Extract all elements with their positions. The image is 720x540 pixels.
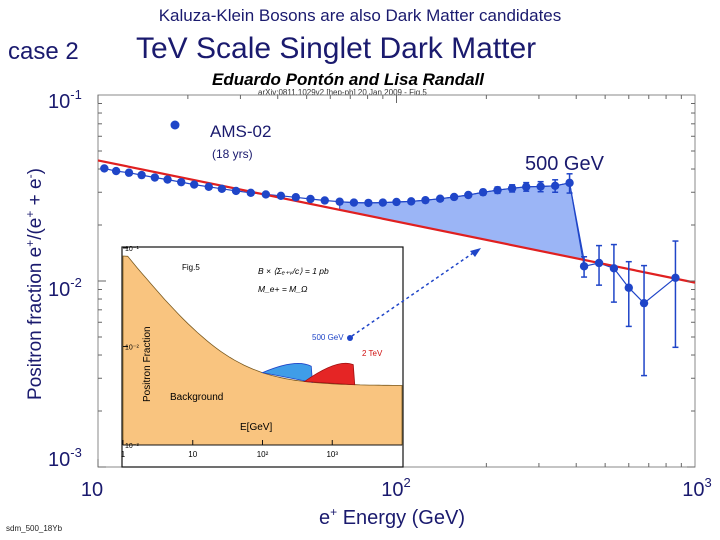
legend-label: AMS-02 (210, 122, 271, 141)
data-point (579, 262, 589, 271)
data-point (137, 170, 146, 180)
inset-y-label: Positron Fraction (142, 326, 153, 402)
data-point (163, 175, 172, 184)
inset-500gev-bump (261, 363, 313, 383)
data-point (536, 182, 545, 191)
inset-fig-label: Fig.5 (182, 263, 200, 272)
inset-2tev-bump (303, 362, 356, 386)
x-tick-label: 102 (381, 475, 410, 501)
inset-x-tick-label: 10³ (326, 450, 338, 459)
legend-marker (170, 120, 180, 130)
data-point (464, 190, 473, 200)
inset-x-tick-label: 10² (257, 450, 269, 459)
x-axis-label: e+ Energy (GeV) (319, 505, 465, 529)
data-point (335, 197, 344, 206)
signal-curve (104, 167, 676, 305)
y-tick-label: 10-2 (48, 275, 82, 301)
data-point (435, 194, 445, 203)
inset-formula-1: B × ⟨Σₑ₊ᵥ/c⟩ = 1 pb (258, 266, 329, 276)
data-point (565, 178, 574, 188)
inset-figure: 1 10 10² 10³ 10⁻¹ 10⁻² 10⁻³ Fig.5 B × ⟨Σₑ₊ᵥ/c⟩… (121, 246, 404, 468)
inset-background-label: Background (170, 392, 223, 403)
data-point (217, 184, 227, 194)
x-tick-label: 103 (682, 475, 711, 501)
pointer-arrow-head (470, 248, 481, 257)
x-tick-label: 10 (81, 479, 103, 501)
inset-2tev-label: 2 TeV (362, 349, 383, 358)
data-point (349, 198, 359, 207)
inset-formula-2: M_e+ = M_Ω (258, 284, 308, 294)
slide-top-title: Kaluza-Klein Bosons are also Dark Matter… (158, 6, 562, 25)
data-point (320, 196, 329, 205)
y-tick-label: 10-3 (48, 445, 82, 471)
data-point (111, 166, 121, 176)
data-point (392, 197, 401, 207)
legend-sublabel: (18 yrs) (212, 147, 253, 161)
data-point (261, 190, 271, 199)
data-point (671, 273, 680, 283)
authors: Eduardo Pontón and Lisa Randall (212, 70, 485, 89)
y-tick-label: 10-1 (48, 87, 82, 113)
data-point (150, 173, 160, 182)
data-point (291, 193, 301, 202)
data-point (306, 194, 315, 204)
data-point (594, 258, 604, 268)
slide-footnote: sdm_500_18Yb (6, 524, 63, 533)
data-point (364, 198, 373, 208)
data-point (124, 168, 134, 177)
data-point (624, 283, 633, 292)
data-point (421, 195, 430, 205)
pointer-arrow-line (351, 250, 477, 337)
data-point (378, 198, 388, 207)
data-point (449, 192, 459, 202)
data-point (478, 188, 488, 197)
pointer-arrow-origin (347, 335, 353, 341)
data-point (507, 184, 517, 193)
data-point (550, 181, 560, 190)
inset-x-tick-label: 1 (121, 450, 126, 459)
data-point (406, 197, 416, 206)
data-point (493, 185, 502, 195)
inset-x-tick-label: 10 (188, 450, 197, 459)
inset-y-tick-label: 10⁻² (125, 345, 139, 352)
inset-500gev-label: 500 GeV (312, 333, 344, 342)
data-point (189, 180, 199, 189)
data-point (100, 164, 109, 173)
arxiv-reference: arXiv:0811.1029v2 [hep-ph] 20 Jan 2009 -… (258, 88, 427, 97)
inset-y-tick-label: 10⁻³ (125, 443, 139, 450)
data-point (639, 298, 649, 308)
data-point (177, 177, 186, 187)
data-point (246, 188, 255, 197)
inset-y-tick-label: 10⁻¹ (125, 246, 139, 253)
data-point (276, 191, 286, 201)
inset-x-label: E[GeV] (240, 422, 272, 433)
data-point (609, 264, 619, 273)
data-point (522, 182, 531, 191)
data-point (231, 186, 241, 196)
mass-annotation: 500 GeV (525, 153, 605, 175)
main-title: TeV Scale Singlet Dark Matter (136, 32, 537, 65)
data-point (204, 182, 213, 191)
case-label: case 2 (8, 38, 79, 65)
